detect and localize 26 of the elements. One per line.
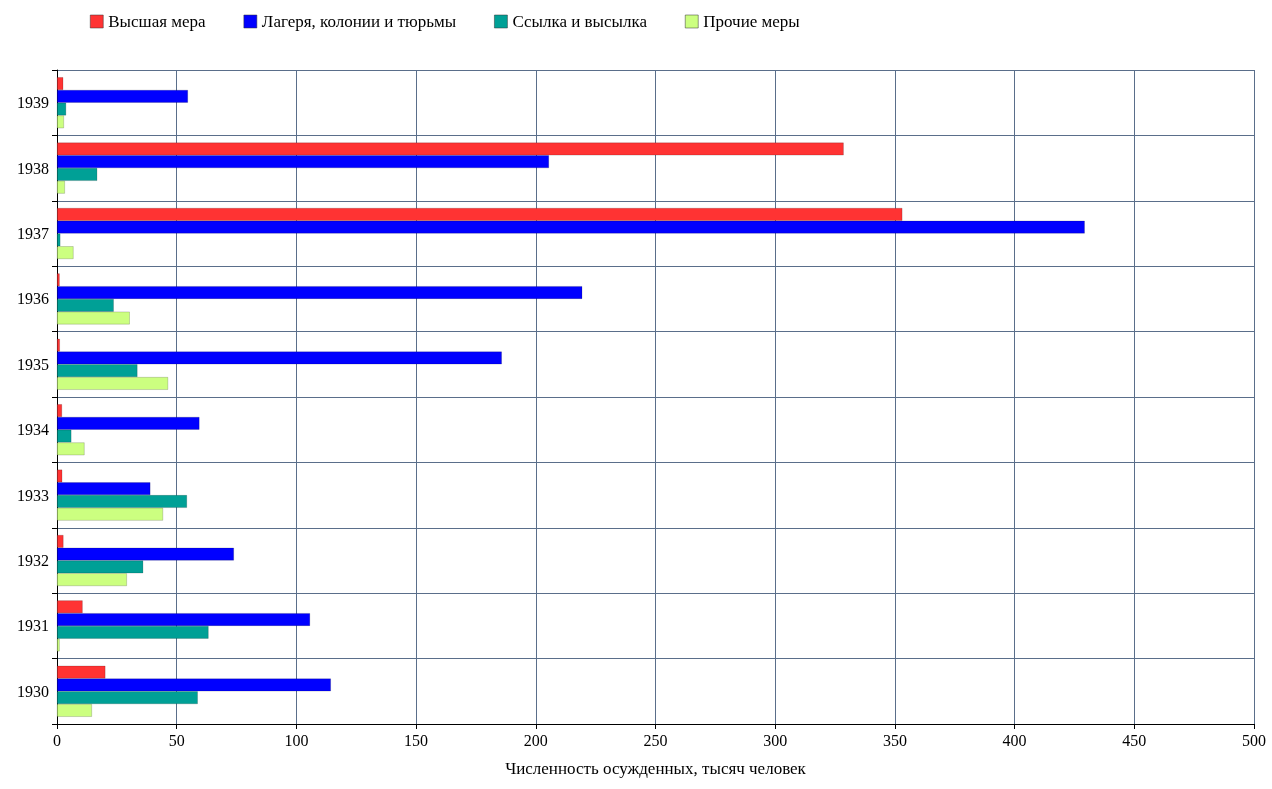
y-tick-label: 1932 bbox=[17, 552, 49, 569]
x-tick-label: 300 bbox=[763, 731, 788, 749]
x-tick-label: 500 bbox=[1242, 731, 1266, 749]
x-tick-label: 0 bbox=[53, 731, 61, 749]
x-axis-title: Численность осужденных, тысяч человек bbox=[505, 759, 807, 778]
x-tick-label: 400 bbox=[1002, 731, 1027, 749]
y-tick-label: 1934 bbox=[17, 421, 49, 439]
x-tick-label: 200 bbox=[523, 731, 548, 749]
y-tick-label: 1939 bbox=[17, 94, 49, 112]
legend-label: Ссылка и высылка bbox=[512, 12, 648, 31]
x-tick-label: 350 bbox=[882, 731, 907, 749]
x-tick-label: 50 bbox=[168, 731, 185, 749]
legend-label: Прочие меры bbox=[703, 12, 801, 31]
legend-label: Лагеря, колонии и тюрьмы bbox=[261, 12, 457, 31]
x-tick-label: 450 bbox=[1122, 731, 1147, 749]
y-tick-label: 1930 bbox=[17, 682, 49, 700]
x-tick-label: 150 bbox=[404, 731, 429, 749]
x-tick-label: 250 bbox=[643, 731, 668, 749]
legend-label: Высшая мера bbox=[108, 12, 207, 31]
x-tick-label: 100 bbox=[284, 731, 309, 749]
y-tick-label: 1936 bbox=[17, 290, 49, 308]
y-tick-label: 1938 bbox=[17, 159, 49, 177]
y-tick-label: 1937 bbox=[17, 225, 49, 242]
y-tick-label: 1931 bbox=[17, 617, 49, 635]
y-tick-label: 1935 bbox=[17, 355, 49, 373]
y-tick-label: 1933 bbox=[17, 486, 49, 504]
